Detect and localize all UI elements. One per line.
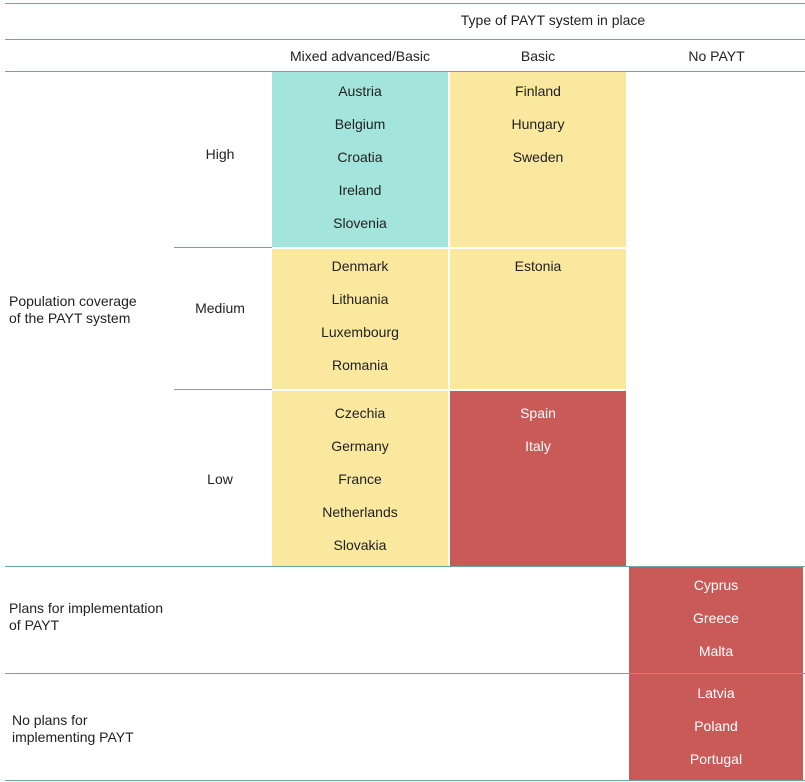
country-latvia: Latvia xyxy=(697,685,735,701)
country-austria: Austria xyxy=(338,83,382,99)
cell-low-mixed: Czechia Germany France Netherlands Slova… xyxy=(272,391,448,566)
country-poland: Poland xyxy=(694,718,738,734)
country-cyprus: Cyprus xyxy=(693,577,739,593)
country-germany: Germany xyxy=(331,438,389,454)
cell-high-basic: Finland Hungary Sweden xyxy=(450,72,626,247)
country-estonia: Estonia xyxy=(514,258,562,274)
column-header-no-payt: No PAYT xyxy=(688,48,745,64)
country-malta: Malta xyxy=(698,643,734,659)
country-slovakia: Slovakia xyxy=(333,537,387,553)
rule-bottom xyxy=(5,780,805,781)
row-group-population-coverage: Population coverage of the PAYT system xyxy=(9,293,137,326)
row-group-no-plans: No plans for implementing PAYT xyxy=(12,712,134,745)
country-belgium: Belgium xyxy=(334,116,386,132)
rule-high-medium xyxy=(174,247,272,248)
cell-high-mixed: Austria Belgium Croatia Ireland Slovenia xyxy=(272,72,448,247)
country-denmark: Denmark xyxy=(331,258,389,274)
country-romania: Romania xyxy=(331,357,389,373)
row-group-plans: Plans for implementation of PAYT xyxy=(9,600,164,633)
country-netherlands: Netherlands xyxy=(322,504,398,520)
rule-coverage-end xyxy=(5,566,805,567)
country-greece: Greece xyxy=(693,610,739,626)
level-low: Low xyxy=(207,471,233,487)
country-croatia: Croatia xyxy=(337,149,383,165)
country-spain: Spain xyxy=(520,405,556,421)
cell-plans-no-payt: Cyprus Greece Malta xyxy=(629,567,803,673)
level-medium: Medium xyxy=(195,300,245,316)
country-portugal: Portugal xyxy=(689,751,743,767)
country-slovenia: Slovenia xyxy=(333,215,387,231)
cell-medium-mixed: Denmark Lithuania Luxembourg Romania xyxy=(272,249,448,389)
country-ireland: Ireland xyxy=(338,182,382,198)
country-hungary: Hungary xyxy=(511,116,565,132)
column-header-basic: Basic xyxy=(520,48,556,64)
country-luxembourg: Luxembourg xyxy=(321,324,399,340)
country-lithuania: Lithuania xyxy=(331,291,389,307)
rule-header-2 xyxy=(5,71,805,72)
level-high: High xyxy=(205,146,235,162)
rule-medium-low xyxy=(174,389,272,390)
country-finland: Finland xyxy=(515,83,561,99)
cell-low-basic: Spain Italy xyxy=(450,391,626,566)
rule-top xyxy=(5,3,805,4)
country-sweden: Sweden xyxy=(512,149,564,165)
cell-medium-basic: Estonia xyxy=(450,249,626,389)
column-header-mixed: Mixed advanced/Basic xyxy=(289,48,431,64)
header-super-title: Type of PAYT system in place xyxy=(460,12,646,28)
country-france: France xyxy=(338,471,382,487)
country-czechia: Czechia xyxy=(334,405,386,421)
country-italy: Italy xyxy=(525,438,551,454)
rule-plans-end xyxy=(5,673,805,674)
cell-no-plans-no-payt: Latvia Poland Portugal xyxy=(629,674,803,780)
rule-header-1 xyxy=(5,39,805,40)
